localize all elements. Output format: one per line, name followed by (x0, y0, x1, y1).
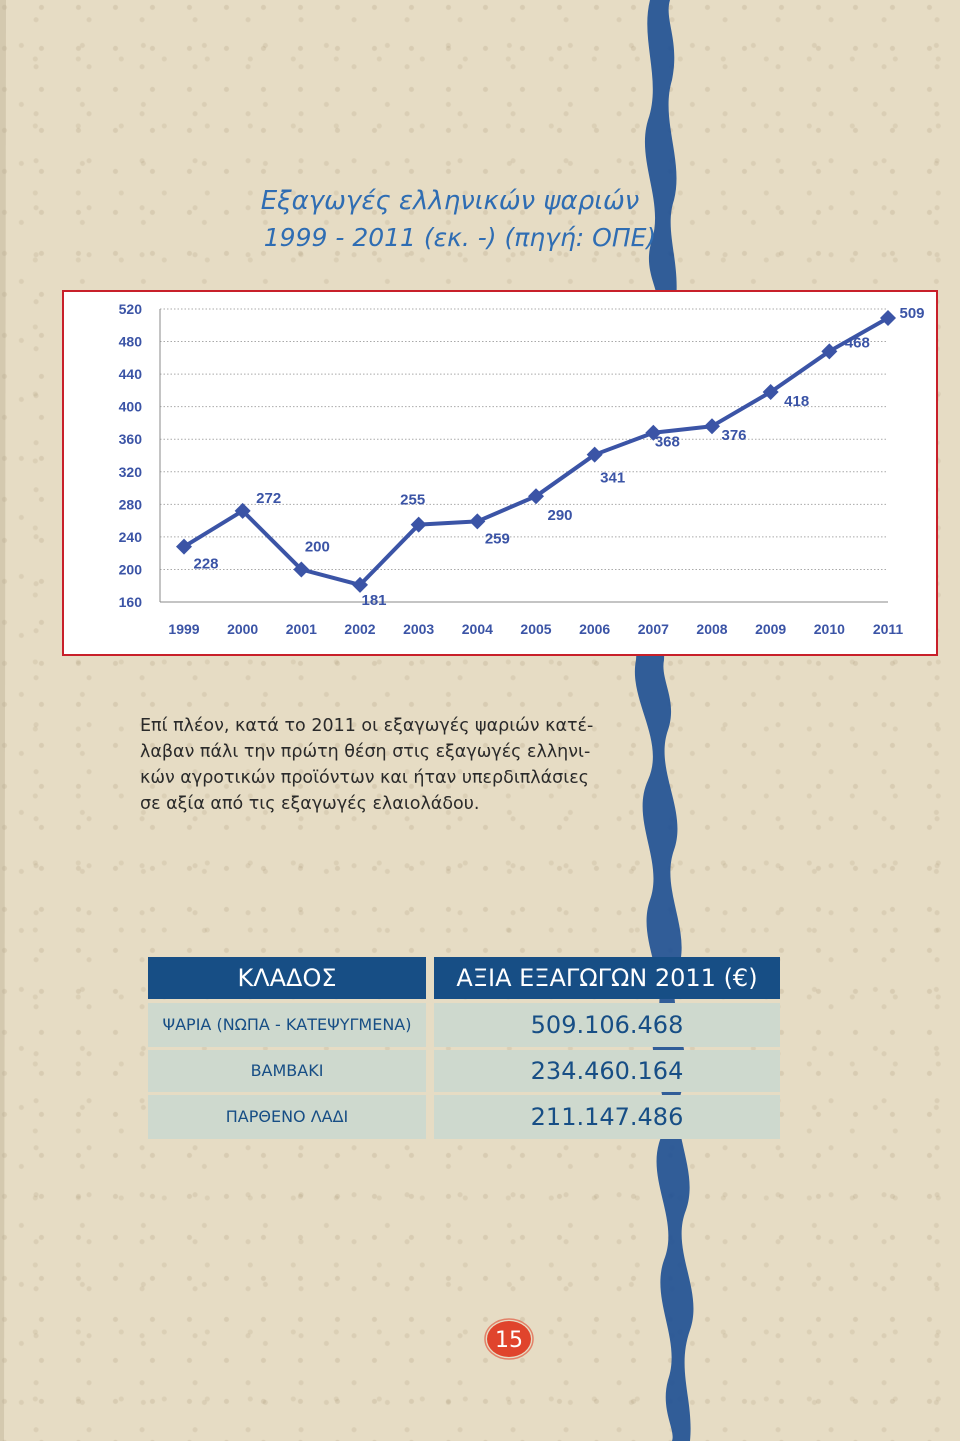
data-label: 468 (845, 334, 870, 351)
x-tick-label: 2001 (286, 621, 317, 637)
data-point (821, 343, 838, 360)
x-tick-label: 2002 (344, 621, 375, 637)
x-tick-label: 2008 (696, 621, 727, 637)
data-label: 290 (547, 507, 572, 524)
data-label: 255 (400, 492, 425, 509)
data-label: 181 (361, 592, 386, 609)
table-cell-value: 509.106.468 (434, 1003, 780, 1047)
y-tick-label: 320 (119, 464, 143, 480)
data-point (528, 488, 544, 505)
x-tick-label: 2011 (873, 621, 904, 637)
data-point (880, 309, 896, 326)
line-chart: 160 200 240 280 320 360 400 440 480 520 1999 2000 20… (119, 301, 925, 637)
page-number: 15 (495, 1328, 523, 1353)
x-tick-label: 1999 (168, 621, 199, 637)
data-point (762, 384, 779, 401)
data-point (704, 418, 720, 435)
page-number-badge: 15 (484, 1318, 534, 1360)
y-tick-label: 200 (119, 561, 143, 577)
y-tick-label: 240 (119, 529, 143, 545)
data-point (645, 424, 662, 441)
table-cell-value: 211.147.486 (434, 1095, 780, 1139)
y-tick-label: 160 (119, 594, 143, 610)
data-point (469, 513, 486, 530)
table-header-value: ΑΞΙΑ ΕΞΑΓΩΓΩΝ 2011 (€) (434, 957, 780, 999)
x-tick-label: 2007 (638, 621, 669, 637)
y-tick-label: 480 (119, 334, 143, 350)
y-tick-label: 400 (119, 399, 143, 415)
data-label: 341 (600, 470, 625, 487)
data-label: 200 (305, 538, 330, 555)
table-cell-sector: ΠΑΡΘΕΝΟ ΛΑΔΙ (148, 1095, 426, 1139)
x-tick-label: 2009 (755, 621, 786, 637)
y-tick-label: 520 (119, 301, 143, 317)
x-tick-label: 2006 (579, 621, 610, 637)
y-tick-label: 360 (119, 431, 143, 447)
data-label: 272 (256, 490, 281, 507)
data-label: 368 (655, 434, 680, 451)
body-paragraph: Επί πλέον, κατά το 2011 οι εξαγωγές ψαρι… (140, 713, 640, 817)
data-point (410, 516, 427, 533)
x-tick-label: 2000 (227, 621, 258, 637)
y-tick-label: 280 (119, 496, 143, 512)
data-point (293, 561, 310, 578)
table-cell-sector: ΨΑΡΙΑ (ΝΩΠΑ - ΚΑΤΕΨΥΓΜΕΝΑ) (148, 1003, 426, 1047)
data-point (586, 446, 603, 463)
paragraph-line: Επί πλέον, κατά το 2011 οι εξαγωγές ψαρι… (140, 716, 594, 736)
data-label: 509 (899, 305, 924, 322)
data-point (176, 538, 192, 555)
table-header-sector: ΚΛΑΔΟΣ (148, 957, 426, 999)
chart-frame: 160 200 240 280 320 360 400 440 480 520 1999 2000 20… (62, 290, 938, 656)
table-cell-sector: ΒΑΜΒΑΚΙ (148, 1050, 426, 1092)
data-label: 418 (784, 393, 809, 410)
x-tick-label: 2004 (462, 621, 493, 637)
data-label: 228 (193, 556, 218, 573)
x-tick-label: 2010 (814, 621, 845, 637)
paragraph-line: λαβαν πάλι την πρώτη θέση στις εξαγωγές … (140, 742, 591, 762)
chart-title: Εξαγωγές ελληνικών ψαριών (260, 186, 640, 216)
data-label: 259 (485, 530, 510, 547)
series-line (182, 316, 889, 587)
data-point (352, 576, 368, 593)
chart-subtitle: 1999 - 2011 (εκ. -) (πηγή: ΟΠΕ) (263, 223, 657, 252)
table-cell-value: 234.460.164 (434, 1050, 780, 1092)
x-tick-label: 2005 (520, 621, 551, 637)
data-label: 376 (721, 427, 746, 444)
x-tick-label: 2003 (403, 621, 434, 637)
paragraph-line: σε αξία από τις εξαγωγές ελαιολάδου. (140, 794, 480, 814)
paragraph-line: κών αγροτικών προϊόντων και ήταν υπερδιπ… (140, 768, 589, 788)
data-point (234, 502, 251, 519)
y-tick-label: 440 (119, 366, 143, 382)
